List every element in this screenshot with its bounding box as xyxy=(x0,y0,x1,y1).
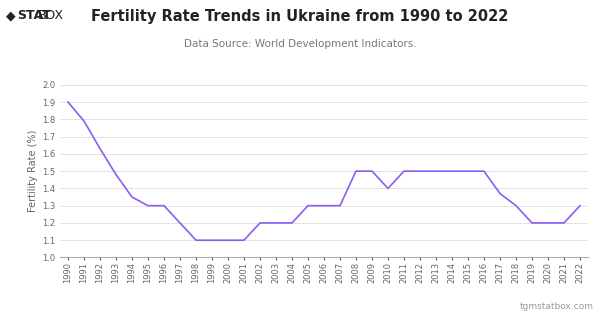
Text: tgmstatbox.com: tgmstatbox.com xyxy=(520,302,594,311)
Text: STAT: STAT xyxy=(17,9,50,22)
Y-axis label: Fertility Rate (%): Fertility Rate (%) xyxy=(28,130,38,212)
Text: Fertility Rate Trends in Ukraine from 1990 to 2022: Fertility Rate Trends in Ukraine from 19… xyxy=(91,9,509,24)
Text: ◆: ◆ xyxy=(6,9,16,22)
Text: Data Source: World Development Indicators.: Data Source: World Development Indicator… xyxy=(184,39,416,49)
Text: BOX: BOX xyxy=(38,9,64,22)
